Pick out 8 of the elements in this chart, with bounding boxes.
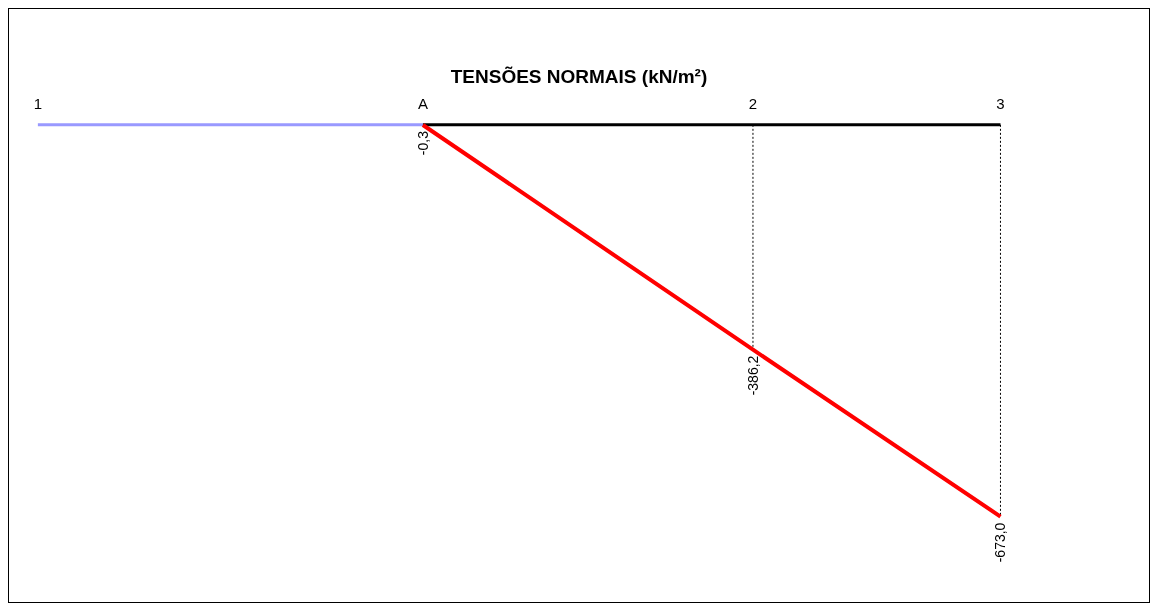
x-tick-label: A <box>417 95 428 112</box>
x-tick-label: 2 <box>748 95 758 112</box>
data-label: -0,3 <box>414 130 431 156</box>
chart-title: TENSÕES NORMAIS (kN/m²) <box>449 65 709 89</box>
x-tick-label: 3 <box>996 95 1005 112</box>
data-label: -386,2 <box>744 355 761 396</box>
data-label: -673,0 <box>992 522 1009 563</box>
x-tick-label: 1 <box>33 95 43 112</box>
